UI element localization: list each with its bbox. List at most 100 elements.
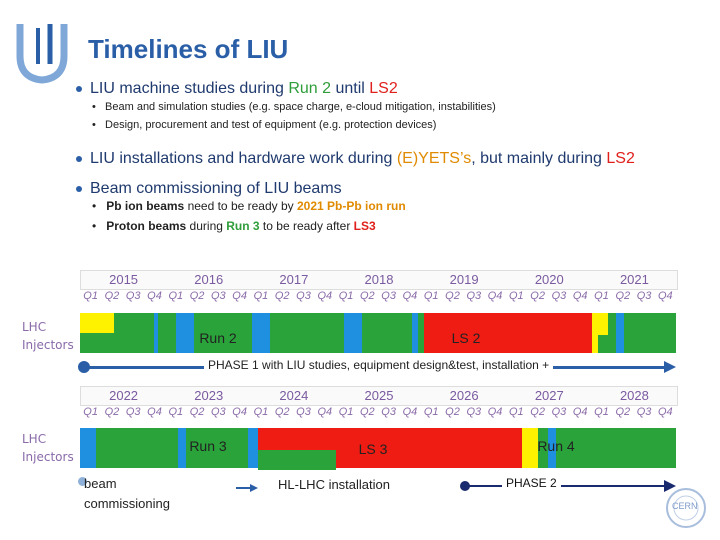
year-label: 2016 bbox=[194, 272, 224, 287]
quarter-label: Q2 bbox=[189, 406, 205, 418]
sub-text: Proton beams bbox=[106, 219, 187, 233]
timeline-2-row-label: LHC Injectors bbox=[22, 432, 74, 464]
phase1-arrow: PHASE 1 with LIU studies, equipment desi… bbox=[78, 358, 680, 378]
quarter-label: Q2 bbox=[274, 406, 290, 418]
timeline-segment bbox=[556, 428, 676, 468]
ls3-block bbox=[336, 428, 424, 468]
ls2-highlight: LS2 bbox=[369, 80, 398, 97]
year-label: 2018 bbox=[364, 272, 394, 287]
timeline-segment bbox=[194, 313, 252, 353]
quarter-label: Q3 bbox=[296, 290, 311, 302]
quarter-label: Q3 bbox=[636, 290, 652, 302]
sub-bullet-1: • Beam and simulation studies (e.g. spac… bbox=[92, 101, 496, 113]
bullet-text: , but mainly during bbox=[471, 150, 607, 167]
quarter-label: Q2 bbox=[274, 290, 290, 302]
bullet-text: LIU installations and hardware work duri… bbox=[90, 150, 397, 167]
quarter-label: Q1 bbox=[509, 290, 524, 302]
timeline-segment bbox=[80, 428, 96, 468]
phase2-start-dot bbox=[460, 481, 470, 491]
timeline-segment bbox=[248, 428, 258, 468]
timeline-1-row-label: LHC Injectors bbox=[22, 320, 74, 352]
quarter-label: Q1 bbox=[83, 290, 98, 302]
timeline-segment bbox=[522, 428, 538, 468]
quarter-label: Q3 bbox=[211, 290, 226, 302]
quarter-label: Q4 bbox=[232, 290, 247, 302]
quarter-label: Q2 bbox=[445, 406, 460, 418]
phase1-start-dot bbox=[78, 361, 90, 373]
cern-logo-text: CERN bbox=[672, 501, 698, 511]
timeline-segment bbox=[548, 428, 556, 468]
timeline-segment bbox=[252, 313, 270, 353]
phase1-text: PHASE 1 with LIU studies, equipment desi… bbox=[204, 358, 554, 372]
legend-commissioning-label: beam commissioning bbox=[84, 476, 170, 511]
quarter-label: Q1 bbox=[423, 290, 439, 302]
liu-logo bbox=[14, 20, 70, 84]
timeline-segment bbox=[412, 313, 418, 353]
year-label: 2020 bbox=[534, 272, 564, 287]
timeline-segment bbox=[344, 313, 362, 353]
timeline-segment bbox=[538, 428, 548, 468]
quarter-label: Q1 bbox=[83, 406, 98, 418]
year-label: 2025 bbox=[364, 388, 394, 403]
timeline-segment bbox=[176, 313, 194, 353]
quarter-label: Q2 bbox=[104, 406, 120, 418]
quarter-label: Q2 bbox=[360, 290, 375, 302]
quarter-label: Q4 bbox=[317, 406, 333, 418]
legend-commissioning-dot bbox=[78, 477, 87, 486]
sub-text: need to be ready by bbox=[184, 199, 297, 213]
timeline-segment bbox=[178, 428, 186, 468]
quarter-label: Q2 bbox=[360, 406, 375, 418]
quarter-label: Q4 bbox=[487, 406, 503, 418]
quarter-label: Q4 bbox=[402, 290, 418, 302]
quarter-label: Q2 bbox=[530, 290, 545, 302]
run2-highlight: Run 2 bbox=[288, 80, 332, 97]
ls-block bbox=[258, 428, 336, 450]
quarter-label: Q3 bbox=[296, 406, 311, 418]
quarter-label: Q2 bbox=[104, 290, 120, 302]
quarter-label: Q3 bbox=[125, 290, 141, 302]
quarter-label: Q4 bbox=[658, 406, 673, 418]
quarter-label: Q3 bbox=[381, 406, 396, 418]
quarter-label: Q4 bbox=[658, 290, 673, 302]
quarter-label: Q4 bbox=[147, 290, 162, 302]
quarter-label: Q1 bbox=[168, 290, 184, 302]
sub-text: to be ready after bbox=[259, 219, 354, 233]
timeline-1: 2015 2016 2017 2018 2019 2020 2021 Q1 Q2 Q3 Q4 Q1 Q… bbox=[80, 268, 678, 356]
legend-arrow-icon bbox=[236, 480, 258, 492]
run2-label: Run 2 bbox=[199, 330, 237, 346]
bullet-dot bbox=[76, 185, 82, 192]
ls2-highlight: LS2 bbox=[606, 150, 635, 167]
yets-highlight: (E)YETS’s bbox=[396, 150, 472, 167]
run4-label: Run 4 bbox=[537, 438, 575, 454]
timeline-2: 2022 2023 2024 2025 2026 2027 2028 Q1 Q2 Q3 Q4 Q1 Q… bbox=[80, 384, 678, 472]
page-title: Timelines of LIU bbox=[88, 34, 289, 64]
quarter-label: Q1 bbox=[253, 406, 269, 418]
quarter-label: Q4 bbox=[402, 406, 418, 418]
bullet-3: Beam commissioning of LIU beams bbox=[76, 180, 342, 198]
quarter-label: Q3 bbox=[466, 406, 482, 418]
quarter-label: Q2 bbox=[615, 290, 631, 302]
cern-logo: CERN bbox=[664, 486, 708, 530]
quarter-label: Q2 bbox=[530, 406, 545, 418]
run3-label: Run 3 bbox=[189, 438, 227, 454]
quarter-label: Q4 bbox=[147, 406, 162, 418]
quarter-label: Q1 bbox=[338, 290, 354, 302]
quarter-label: Q3 bbox=[466, 290, 482, 302]
quarter-label: Q3 bbox=[551, 406, 567, 418]
quarter-label: Q1 bbox=[423, 406, 439, 418]
timeline-segment bbox=[258, 450, 336, 470]
ls3-highlight: LS3 bbox=[353, 219, 376, 233]
bullet-text: LIU machine studies during bbox=[90, 80, 289, 97]
year-label: 2027 bbox=[534, 388, 564, 403]
quarter-label: Q3 bbox=[211, 406, 226, 418]
quarter-label: Q1 bbox=[594, 290, 609, 302]
timeline-segment bbox=[616, 313, 624, 353]
year-label: 2026 bbox=[449, 388, 479, 403]
phase1-arrowhead bbox=[664, 361, 676, 373]
timeline-segment bbox=[186, 428, 248, 468]
year-label: 2021 bbox=[619, 272, 649, 287]
quarter-label: Q3 bbox=[636, 406, 652, 418]
timeline-segment bbox=[624, 313, 676, 353]
quarter-label: Q3 bbox=[551, 290, 567, 302]
timeline-segment bbox=[418, 313, 424, 353]
